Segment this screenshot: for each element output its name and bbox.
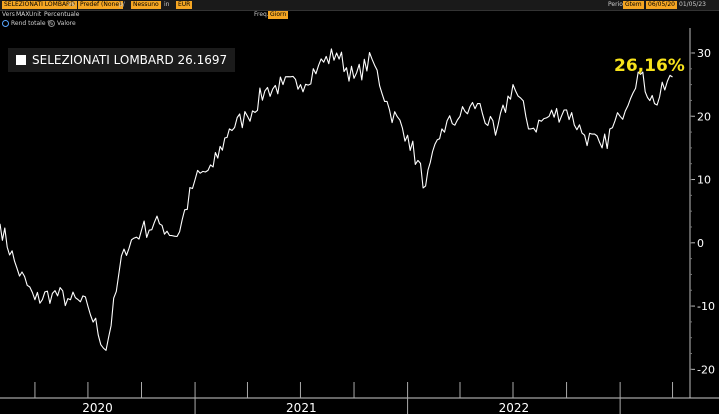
- date-from-field[interactable]: 06/05/20: [646, 1, 677, 9]
- radio-icon: [48, 20, 55, 27]
- x-tick-label: 2020: [82, 401, 113, 414]
- legend-bar: Rend totale % Valore: [0, 20, 719, 28]
- x-tick-label: 2022: [499, 401, 530, 414]
- comparison-field[interactable]: Predef (None): [78, 1, 124, 9]
- series-line: [0, 48, 673, 351]
- period-field[interactable]: Gtem: [623, 1, 644, 9]
- legend-bar-item-label: Rend totale %: [11, 20, 54, 27]
- legend-swatch: [16, 55, 26, 65]
- vers-label: Vers: [2, 11, 15, 18]
- date-to-field[interactable]: 01/05/23: [679, 1, 706, 8]
- currency-field[interactable]: EUR: [176, 1, 193, 9]
- chart-legend: SELEZIONATI LOMBARD 26.1697: [8, 48, 236, 72]
- freq-label: Freq.: [254, 11, 269, 18]
- vers-value[interactable]: MAX: [16, 11, 30, 18]
- y-tick-label: 0: [697, 237, 704, 250]
- legend-bar-item-label: Valore: [57, 20, 76, 27]
- y-tick-label: 10: [697, 174, 711, 187]
- p-field[interactable]: Nessuno: [131, 1, 161, 9]
- toolbar: SELEZIONATI LOMBARD vs Predef (None) p/ …: [0, 0, 719, 11]
- last-value-annotation: 26,16%: [614, 56, 685, 76]
- y-tick-label: 30: [697, 47, 711, 60]
- legend-series-label: SELEZIONATI LOMBARD 26.1697: [32, 53, 228, 67]
- sub-toolbar: Vers MAX Unit Percentuale Freq. Giorn: [0, 11, 719, 19]
- y-tick-label: 20: [697, 110, 711, 123]
- legend-bar-item-total-return[interactable]: Rend totale %: [2, 20, 53, 28]
- y-tick-label: -20: [697, 363, 715, 376]
- unit-value[interactable]: Percentuale: [44, 11, 80, 18]
- radio-icon: [2, 20, 9, 27]
- period-label: Perio.: [608, 1, 625, 8]
- security-field[interactable]: SELEZIONATI LOMBARD: [2, 1, 77, 9]
- y-tick-label: -10: [697, 300, 715, 313]
- freq-field[interactable]: Giorn: [268, 11, 289, 19]
- currency-label: in: [164, 1, 170, 8]
- x-tick-label: 2021: [286, 401, 317, 414]
- legend-bar-item-value[interactable]: Valore: [48, 20, 76, 28]
- unit-label: Unit: [29, 11, 42, 18]
- vs-label: vs: [68, 1, 75, 8]
- chart-axes: -20 -10 0 10 20 30 2020 2021 2022: [0, 28, 719, 414]
- p-label: p/: [119, 1, 125, 8]
- chart-series: [0, 48, 673, 351]
